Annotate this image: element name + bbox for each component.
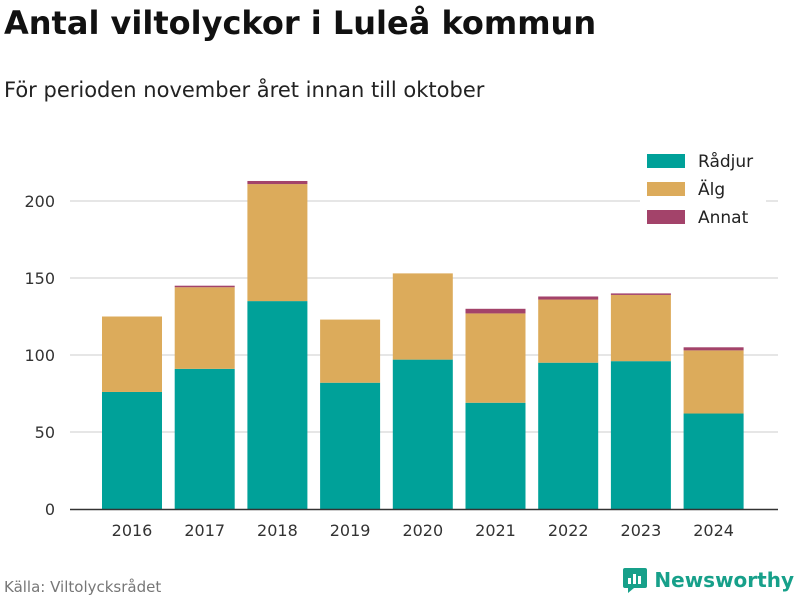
- x-tick-label: 2020: [402, 521, 443, 540]
- bar-annat-2022: [538, 296, 599, 300]
- bar-annat-2017: [174, 285, 235, 288]
- y-tick-label: 50: [35, 423, 55, 442]
- bar-rådjur-2022: [538, 362, 599, 509]
- bar-älg-2020: [392, 273, 453, 360]
- bar-älg-2018: [247, 184, 308, 302]
- legend-label: Annat: [698, 208, 749, 228]
- legend-swatch-älg: [647, 182, 685, 196]
- chart-subtitle: För perioden november året innan till ok…: [4, 78, 485, 102]
- source-note: Källa: Viltolycksrådet: [4, 578, 162, 596]
- x-tick-label: 2022: [548, 521, 589, 540]
- bar-älg-2016: [102, 316, 162, 392]
- legend-swatch-rådjur: [647, 154, 685, 168]
- bar-rådjur-2017: [174, 368, 235, 509]
- x-tick-label: 2018: [257, 521, 298, 540]
- x-tick-label: 2023: [621, 521, 662, 540]
- bar-älg-2022: [538, 299, 599, 363]
- x-tick-label: 2016: [112, 521, 153, 540]
- bar-rådjur-2023: [610, 361, 671, 509]
- bar-annat-2018: [247, 180, 308, 185]
- legend-swatch-annat: [647, 210, 685, 224]
- bar-rådjur-2020: [392, 359, 453, 509]
- x-tick-label: 2017: [184, 521, 225, 540]
- x-tick-label: 2021: [475, 521, 516, 540]
- bar-älg-2024: [683, 350, 744, 414]
- brand-logo: Newsworthy: [622, 566, 794, 594]
- bar-annat-2021: [465, 308, 526, 314]
- y-tick-label: 100: [24, 346, 55, 365]
- legend-label: Rådjur: [698, 151, 753, 172]
- bar-älg-2017: [174, 287, 235, 369]
- bar-älg-2021: [465, 313, 526, 403]
- bar-rådjur-2021: [465, 402, 526, 509]
- bar-rådjur-2019: [320, 382, 381, 509]
- y-tick-label: 200: [24, 192, 55, 211]
- x-tick-label: 2019: [330, 521, 371, 540]
- bar-rådjur-2018: [247, 301, 308, 509]
- bar-älg-2023: [610, 294, 671, 362]
- x-tick-label: 2024: [693, 521, 734, 540]
- bar-annat-2024: [683, 347, 744, 351]
- brand-name: Newsworthy: [654, 568, 794, 592]
- y-tick-label: 150: [24, 269, 55, 288]
- y-tick-label: 0: [45, 500, 55, 519]
- legend-label: Älg: [698, 179, 725, 200]
- bar-annat-2023: [610, 293, 671, 295]
- bar-rådjur-2024: [683, 413, 744, 509]
- bar-rådjur-2016: [102, 391, 162, 509]
- chart-title: Antal viltolyckor i Luleå kommun: [4, 4, 597, 42]
- bar-älg-2019: [320, 319, 381, 383]
- newsworthy-logo-icon: [623, 568, 648, 593]
